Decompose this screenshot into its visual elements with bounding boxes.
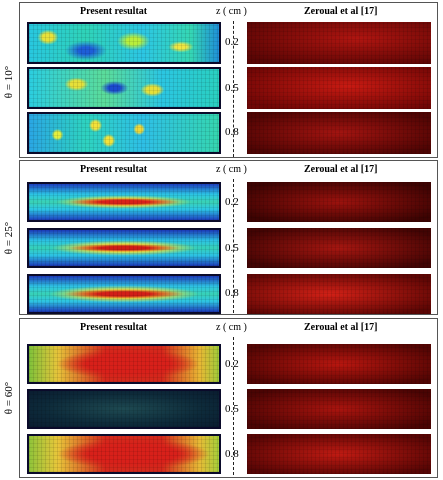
present-resultat-header: Present resultat — [80, 164, 148, 175]
theta-label-text: θ = 10° — [3, 65, 15, 99]
theta-label-text: θ = 60° — [3, 381, 15, 415]
theta-label-60: θ = 60° — [0, 324, 18, 472]
z-value: 0.8 — [225, 126, 239, 138]
simulation-contour-z08 — [27, 434, 221, 474]
z-axis-header: z ( cm ) — [216, 322, 247, 333]
present-resultat-header: Present resultat — [80, 6, 148, 17]
z-value: 0.2 — [225, 196, 239, 208]
theta-label-25: θ = 25° — [0, 164, 18, 312]
experimental-image-z05 — [247, 228, 431, 268]
z-value: 0.5 — [225, 82, 239, 94]
simulation-contour-z02 — [27, 182, 221, 222]
simulation-contour-z08 — [27, 274, 221, 314]
panel-theta-60: Present resultat z ( cm ) Zeroual et al … — [19, 318, 438, 478]
zeroual-header: Zeroual et al [17] — [304, 164, 378, 175]
panel-theta-25: Present resultat z ( cm ) Zeroual et al … — [19, 160, 438, 315]
simulation-contour-z02 — [27, 344, 221, 384]
theta-label-10: θ = 10° — [0, 8, 18, 156]
panel-theta-10: Present resultat z ( cm ) Zeroual et al … — [19, 2, 438, 158]
experimental-image-z08 — [247, 112, 431, 154]
z-value: 0.2 — [225, 36, 239, 48]
simulation-contour-z08 — [27, 112, 221, 154]
experimental-image-z02 — [247, 182, 431, 222]
experimental-image-z08 — [247, 274, 431, 314]
simulation-contour-z02 — [27, 22, 221, 64]
simulation-contour-z05 — [27, 67, 221, 109]
zeroual-header: Zeroual et al [17] — [304, 6, 378, 17]
simulation-contour-z05 — [27, 389, 221, 429]
z-value: 0.5 — [225, 403, 239, 415]
z-value: 0.8 — [225, 448, 239, 460]
theta-label-text: θ = 25° — [3, 221, 15, 255]
experimental-image-z02 — [247, 22, 431, 64]
z-value: 0.2 — [225, 358, 239, 370]
z-axis-header: z ( cm ) — [216, 6, 247, 17]
dashed-divider — [233, 21, 234, 157]
z-value: 0.8 — [225, 287, 239, 299]
z-axis-header: z ( cm ) — [216, 164, 247, 175]
z-value: 0.5 — [225, 242, 239, 254]
experimental-image-z08 — [247, 434, 431, 474]
experimental-image-z02 — [247, 344, 431, 384]
dashed-divider — [233, 179, 234, 313]
present-resultat-header: Present resultat — [80, 322, 148, 333]
zeroual-header: Zeroual et al [17] — [304, 322, 378, 333]
simulation-contour-z05 — [27, 228, 221, 268]
experimental-image-z05 — [247, 389, 431, 429]
experimental-image-z05 — [247, 67, 431, 109]
dashed-divider — [233, 337, 234, 475]
